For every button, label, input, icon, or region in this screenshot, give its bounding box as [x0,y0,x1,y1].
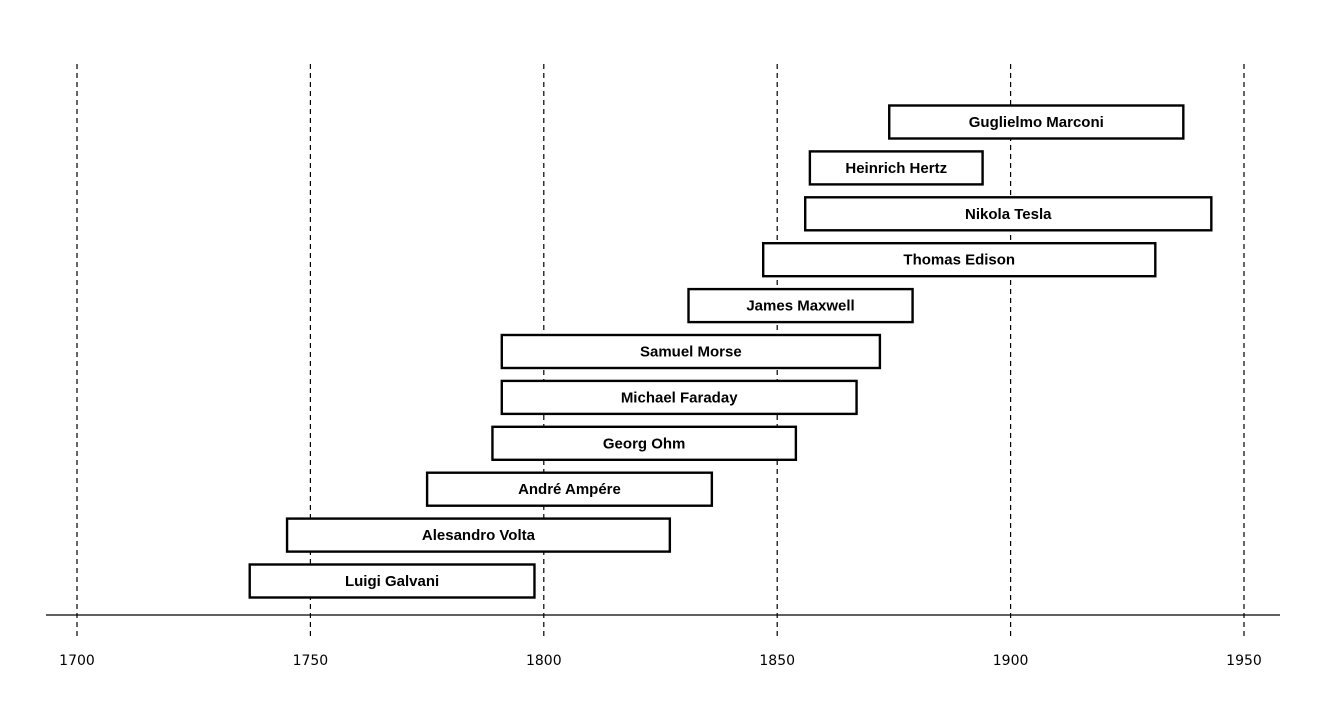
bar-label: Michael Faraday [621,389,738,406]
timeline-bar: Nikola Tesla [804,196,1213,232]
timeline-bar: Georg Ohm [491,425,798,461]
bar-label: Guglielmo Marconi [969,114,1104,131]
timeline-bar: Samuel Morse [500,333,882,370]
x-tick-label: 1950 [1226,653,1262,669]
timeline-bar: Alesandro Volta [285,517,672,553]
timeline-bar: Thomas Edison [761,241,1157,278]
bar-label: Samuel Morse [640,344,742,361]
bar-label: Georg Ohm [603,435,686,452]
bar-rect [804,196,1213,232]
timeline-bar: Heinrich Hertz [808,150,984,186]
bar-rect [500,333,882,370]
timeline-bar: Michael Faraday [500,379,858,416]
x-tick-label: 1700 [59,653,95,669]
x-tick-label: 1850 [759,653,795,669]
x-tick-label: 1800 [526,653,562,669]
bar-rect [500,379,858,416]
bars: Luigi Galvani Alesandro Volta André Ampére… [248,104,1213,599]
timeline-bar: Guglielmo Marconi [888,104,1185,140]
x-axis-ticks: 1700 1750 1800 1850 1900 1950 [59,653,1262,669]
bar-label: Nikola Tesla [965,206,1052,223]
bar-rect [808,150,984,186]
timeline-bar: Luigi Galvani [248,563,536,599]
bar-rect [888,104,1185,140]
bar-rect [425,471,714,507]
x-tick-label: 1750 [293,653,329,669]
bar-rect [491,425,798,461]
bar-label: James Maxwell [746,298,854,315]
x-tick-label: 1900 [993,653,1029,669]
bar-label: Alesandro Volta [422,527,536,544]
bar-rect [761,241,1157,278]
bar-rect [687,287,914,324]
bar-rect [248,563,536,599]
timeline-bar: James Maxwell [687,287,914,324]
bar-label: André Ampére [518,481,621,498]
bar-label: Thomas Edison [903,252,1015,269]
bar-label: Luigi Galvani [345,573,439,590]
bar-label: Heinrich Hertz [845,160,947,177]
bar-rect [285,517,672,553]
timeline-bar: André Ampére [425,471,714,507]
